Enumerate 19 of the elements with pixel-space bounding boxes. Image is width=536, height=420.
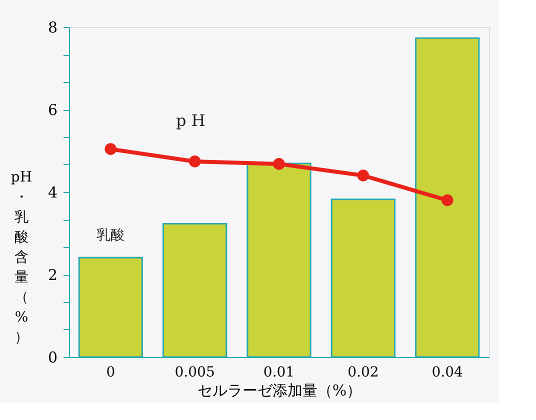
x-axis-title: セルラーゼ添加量（%）: [197, 382, 362, 400]
y-tick-label: 8: [48, 18, 58, 36]
point: [441, 194, 454, 206]
y-tick-label: 6: [48, 101, 58, 119]
y-tick-label: 0: [48, 348, 58, 366]
point: [273, 158, 285, 170]
y-tick-label: 2: [48, 266, 58, 284]
x-tick-label: 0: [106, 364, 116, 380]
series-label: p H: [176, 111, 206, 130]
text: pH・乳酸含量（%）: [10, 170, 32, 346]
x-tick-label: 0.04: [432, 364, 464, 380]
x-tick-label: 0.01: [263, 364, 295, 380]
y-tick-label: 4: [48, 184, 58, 202]
series-label: 乳酸: [96, 228, 125, 244]
x-tick-label: 0.02: [348, 364, 379, 380]
point: [104, 143, 117, 156]
point: [188, 156, 201, 168]
x-tick-label: 0.005: [174, 364, 215, 380]
point: [357, 170, 370, 182]
